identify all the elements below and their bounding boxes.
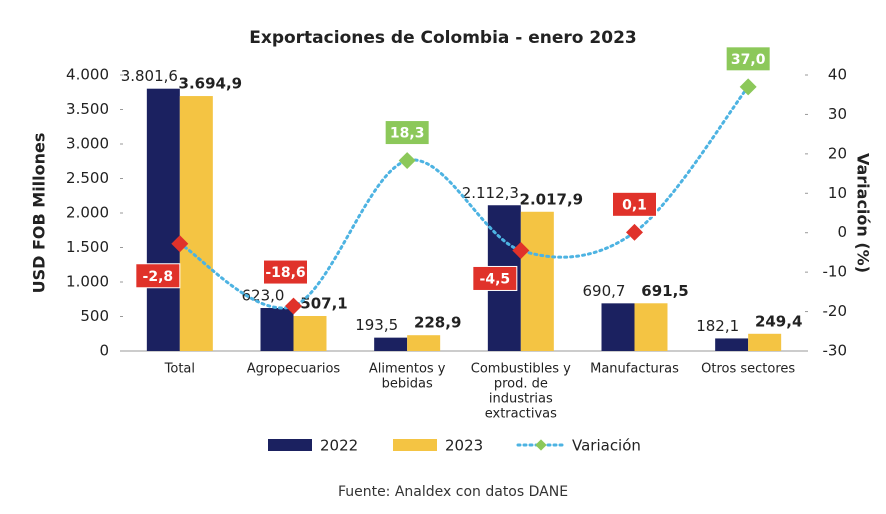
bar-value-label: 3.694,9 [179, 75, 243, 93]
y2-tick-label: 0 [837, 223, 847, 241]
x-tick-label: extractivas [485, 407, 557, 422]
line-label-box [725, 46, 771, 72]
bar [146, 88, 180, 351]
line-marker [739, 78, 757, 96]
x-tick-label: Agropecuarios [247, 362, 341, 377]
bar-value-label: 193,5 [355, 316, 398, 334]
line-label-box [612, 191, 657, 217]
x-tick-label: Total [164, 362, 195, 377]
legend-label: 2023 [445, 437, 483, 455]
bar [715, 338, 749, 351]
line-marker [285, 297, 302, 315]
bar-value-label: 507,1 [300, 295, 347, 313]
y-tick-label: 3.000 [66, 135, 109, 153]
line-value-label: -4,5 [480, 271, 511, 287]
x-tick-label: bebidas [382, 377, 433, 392]
x-tick-label: Otros sectores [701, 362, 795, 377]
bar-value-label: 182,1 [696, 317, 739, 335]
bar [748, 333, 782, 351]
line-value-label: 18,3 [390, 126, 425, 142]
line-label-box [135, 263, 181, 289]
y2-tick-label: 40 [828, 66, 847, 84]
legend-swatch [268, 439, 312, 451]
bar [634, 303, 668, 351]
y2-tick-label: -10 [823, 263, 848, 281]
source-note: Fuente: Analdex con datos DANE [338, 484, 568, 500]
bar-value-label: 690,7 [583, 282, 626, 300]
line-value-label: -18,6 [265, 265, 305, 281]
bar [601, 303, 635, 351]
bar [520, 211, 554, 351]
bar-value-label: 691,5 [641, 282, 688, 300]
x-tick-label: Alimentos y [369, 362, 446, 377]
bar [179, 96, 213, 351]
y-tick-label: 1.000 [66, 273, 109, 291]
legend-label: Variación [572, 437, 641, 455]
x-tick-label: prod. de [494, 377, 548, 392]
bar-value-label: 228,9 [414, 314, 461, 332]
line-marker [398, 152, 416, 170]
line-marker [171, 235, 189, 253]
line-value-label: 37,0 [731, 52, 766, 68]
bar-value-label: 2.112,3 [462, 184, 519, 202]
y2-tick-label: 10 [828, 184, 847, 202]
y-tick-label: 500 [80, 307, 109, 325]
bar [293, 316, 327, 351]
legend-label: 2022 [320, 437, 358, 455]
chart-title: Exportaciones de Colombia - enero 2023 [249, 28, 636, 48]
y-tick-label: 0 [99, 342, 109, 360]
x-tick-label: Combustibles y [471, 362, 571, 377]
y-tick-label: 2.500 [66, 169, 109, 187]
y2-tick-label: 20 [828, 144, 847, 162]
y-tick-label: 2.000 [66, 204, 109, 222]
y2-tick-label: -30 [823, 342, 848, 360]
bar [260, 308, 294, 351]
line-label-box [384, 120, 430, 146]
y2-axis-title: Variación (%) [854, 153, 873, 273]
bar [407, 335, 441, 351]
y-tick-label: 3.500 [66, 100, 109, 118]
bar-value-label: 2.017,9 [520, 190, 584, 208]
y2-tick-label: 30 [828, 105, 847, 123]
line-value-label: 0,1 [622, 197, 647, 213]
y-tick-label: 1.500 [66, 238, 109, 256]
bar-value-label: 249,4 [755, 312, 802, 330]
legend-swatch [393, 439, 437, 451]
line-label-box [472, 265, 518, 291]
line-value-label: -2,8 [143, 269, 174, 285]
y2-tick-label: -20 [823, 302, 848, 320]
line-marker [512, 241, 530, 259]
line-marker [626, 223, 643, 241]
x-tick-label: Manufacturas [590, 362, 679, 377]
bar-value-label: 3.801,6 [121, 67, 178, 85]
legend-marker [535, 439, 547, 451]
line-label-box [263, 259, 308, 285]
line-series [178, 85, 750, 310]
y-tick-label: 4.000 [66, 66, 109, 84]
x-tick-label: industrias [489, 392, 553, 407]
y-axis-title: USD FOB Millones [30, 133, 49, 294]
bar [374, 337, 408, 351]
